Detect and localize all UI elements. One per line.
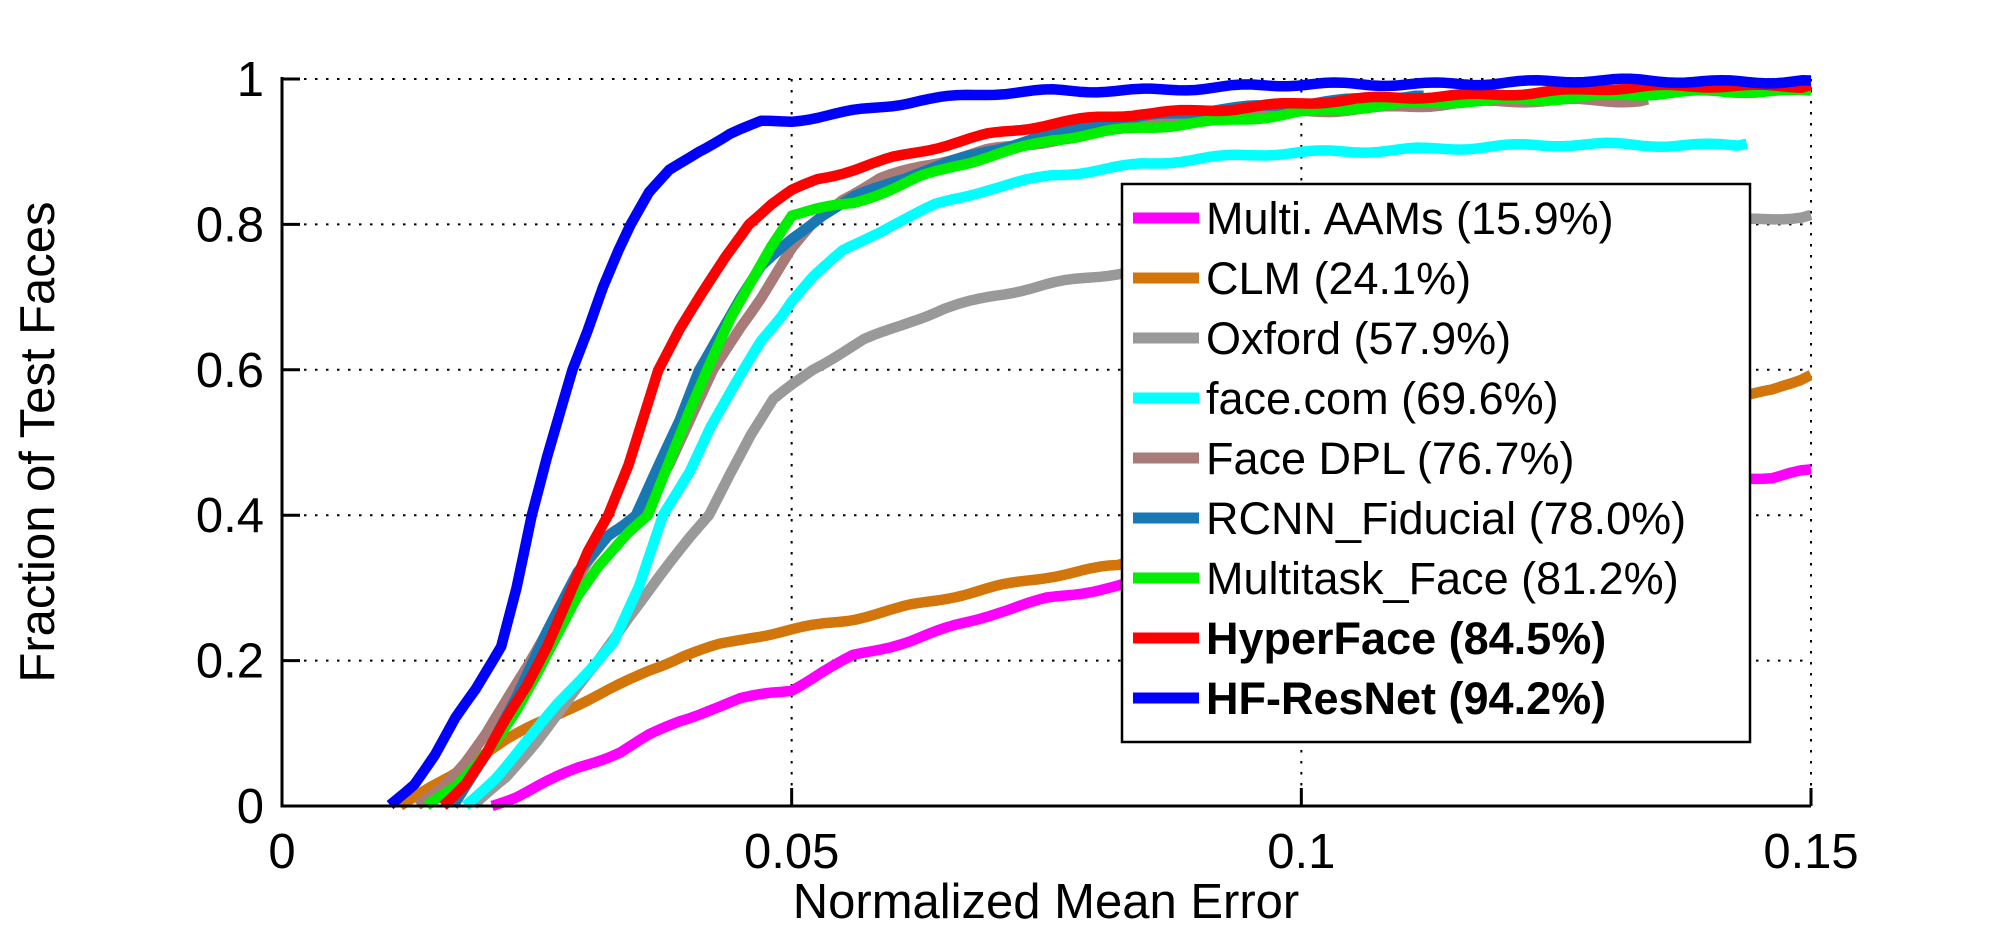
y-tick-label-0.2: 0.2 [196, 635, 264, 689]
curve-hyperface [439, 79, 1812, 810]
legend-label-clm: CLM (24.1%) [1206, 253, 1471, 304]
y-tick-label-0.4: 0.4 [196, 489, 264, 543]
x-tick-label-0.15: 0.15 [1763, 825, 1858, 879]
legend-label-multi-aams: Multi. AAMs (15.9%) [1206, 193, 1614, 244]
x-tick-label-0.05: 0.05 [744, 825, 839, 879]
curve-multitask-face [423, 84, 1812, 810]
legend-label-rcnn-fiducial: RCNN_Fiducial (78.0%) [1206, 493, 1686, 544]
axes [280, 77, 1813, 808]
legend-box [1120, 182, 1752, 744]
x-axis-label: Normalized Mean Error [793, 875, 1300, 929]
x-tick-label-0: 0 [268, 825, 295, 879]
legend-label-face-dpl: Face DPL (76.7%) [1206, 433, 1574, 484]
curve-face-com [462, 137, 1748, 810]
y-tick-label-0: 0 [237, 780, 264, 834]
curve-hf-resnet [386, 73, 1812, 810]
legend-label-hyperface: HyperFace (84.5%) [1206, 613, 1606, 664]
legend-label-face-com: face.com (69.6%) [1206, 373, 1559, 424]
x-tick-label-0.1: 0.1 [1267, 825, 1335, 879]
legend-label-hf-resnet: HF-ResNet (94.2%) [1206, 673, 1606, 724]
y-tick-label-1: 1 [237, 53, 264, 107]
y-tick-label-0.6: 0.6 [196, 344, 264, 398]
legend: Multi. AAMs (15.9%) CLM (24.1%) Oxford (57… [1120, 182, 1752, 744]
legend-label-oxford: Oxford (57.9%) [1206, 313, 1511, 364]
tick-labels: 0 0.05 0.1 0.15 0 0.2 0.4 0.6 0.8 1 [196, 53, 1859, 879]
legend-label-multitask-face: Multitask_Face (81.2%) [1206, 553, 1679, 604]
y-axis-label: Fraction of Test Faces [11, 201, 65, 682]
y-tick-label-0.8: 0.8 [196, 198, 264, 252]
